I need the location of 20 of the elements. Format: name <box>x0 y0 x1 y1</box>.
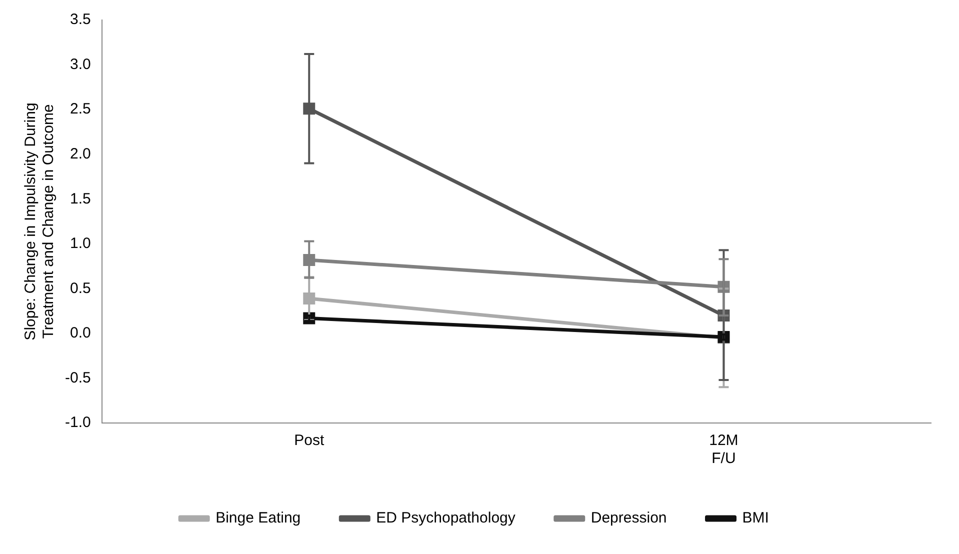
point <box>303 292 316 305</box>
y-tick-label: 3.0 <box>70 56 91 73</box>
y-axis-title: Slope: Change in Impulsivity During Treatment and Change in Outcome <box>22 102 58 340</box>
x-tick-label: Post <box>294 432 325 450</box>
point <box>303 254 316 266</box>
legend-label: Depression <box>590 510 667 527</box>
y-tick-label: 2.5 <box>70 100 91 118</box>
y-tick-label: 1.5 <box>70 190 91 208</box>
y-tick-label: 2.0 <box>70 145 91 162</box>
x-tick-label: 12M F/U <box>709 432 738 468</box>
y-tick-label: 0.0 <box>70 324 91 342</box>
y-tick-label: -0.5 <box>64 369 91 386</box>
y-tick-label: 3.5 <box>70 11 91 28</box>
legend-label: ED Psychopathology <box>376 510 516 527</box>
y-tick-label: 1.0 <box>70 235 91 252</box>
legend-label: Binge Eating <box>216 510 301 527</box>
legend-label: BMI <box>742 510 769 527</box>
y-tick-label: -1.0 <box>64 414 91 432</box>
y-tick-label: 0.5 <box>70 280 91 297</box>
point <box>303 102 316 115</box>
